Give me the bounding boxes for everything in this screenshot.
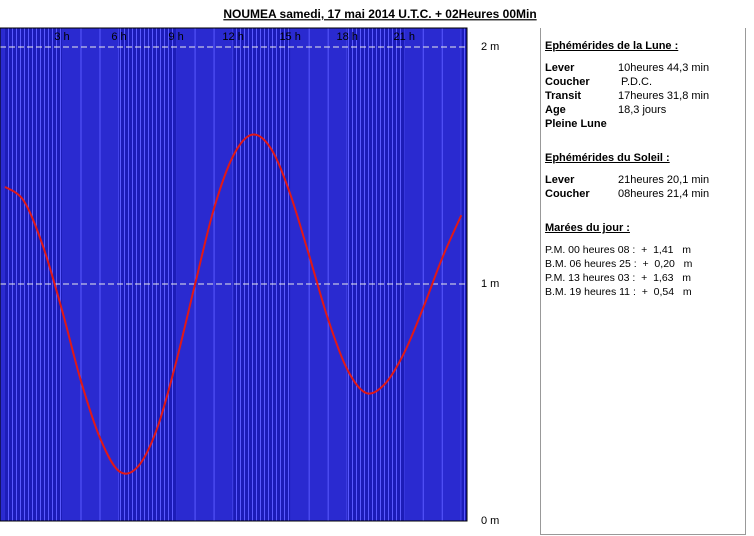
tide-curve bbox=[4, 133, 463, 475]
row-label: Pleine Lune bbox=[545, 118, 607, 130]
row-label: Lever bbox=[545, 174, 575, 186]
x-tick-label: 9 h bbox=[168, 31, 183, 43]
tide-line: B.M. 19 heures 11 : + 0,54 m bbox=[545, 286, 692, 298]
x-tick-label: 21 h bbox=[394, 31, 415, 43]
row-value: 18,3 jours bbox=[618, 104, 667, 116]
y-tick-label: 2 m bbox=[481, 41, 499, 53]
section-heading: Marées du jour : bbox=[545, 222, 630, 234]
night-band bbox=[4, 28, 62, 521]
x-tick-label: 18 h bbox=[336, 31, 357, 43]
section-heading: Ephémérides de la Lune : bbox=[545, 40, 679, 52]
tide-line: P.M. 13 heures 03 : + 1,63 m bbox=[545, 272, 692, 284]
night-band bbox=[461, 28, 467, 521]
tide-line: B.M. 06 heures 25 : + 0,20 m bbox=[545, 258, 693, 270]
night-band bbox=[119, 28, 177, 521]
tide-line: P.M. 00 heures 08 : + 1,41 m bbox=[545, 244, 692, 256]
night-band bbox=[233, 28, 291, 521]
row-value: 08heures 21,4 min bbox=[618, 188, 710, 200]
row-label: Age bbox=[545, 104, 566, 116]
row-label: Coucher bbox=[545, 76, 590, 88]
y-tick-label: 1 m bbox=[481, 278, 499, 290]
chart-title: NOUMEA samedi, 17 mai 2014 U.T.C. + 02He… bbox=[223, 7, 536, 21]
x-tick-label: 12 h bbox=[222, 31, 243, 43]
row-value: 17heures 31,8 min bbox=[618, 90, 710, 102]
row-label: Coucher bbox=[545, 188, 590, 200]
y-tick-label: 0 m bbox=[481, 515, 499, 527]
night-band bbox=[347, 28, 405, 521]
x-tick-label: 6 h bbox=[111, 31, 126, 43]
x-tick-label: 15 h bbox=[279, 31, 300, 43]
x-tick-label: 3 h bbox=[54, 31, 69, 43]
row-label: Lever bbox=[545, 62, 575, 74]
row-value: 10heures 44,3 min bbox=[618, 62, 710, 74]
row-value: 21heures 20,1 min bbox=[618, 174, 710, 186]
section-heading: Ephémérides du Soleil : bbox=[545, 152, 670, 164]
ephemerides-panel: Ephémérides de la Lune : Lever 10heures 44… bbox=[540, 28, 746, 535]
row-value: P.D.C. bbox=[618, 76, 653, 88]
chart: NOUMEA samedi, 17 mai 2014 U.T.C. + 02He… bbox=[0, 7, 537, 527]
row-label: Transit bbox=[545, 90, 582, 102]
plot-frame bbox=[0, 27, 468, 522]
